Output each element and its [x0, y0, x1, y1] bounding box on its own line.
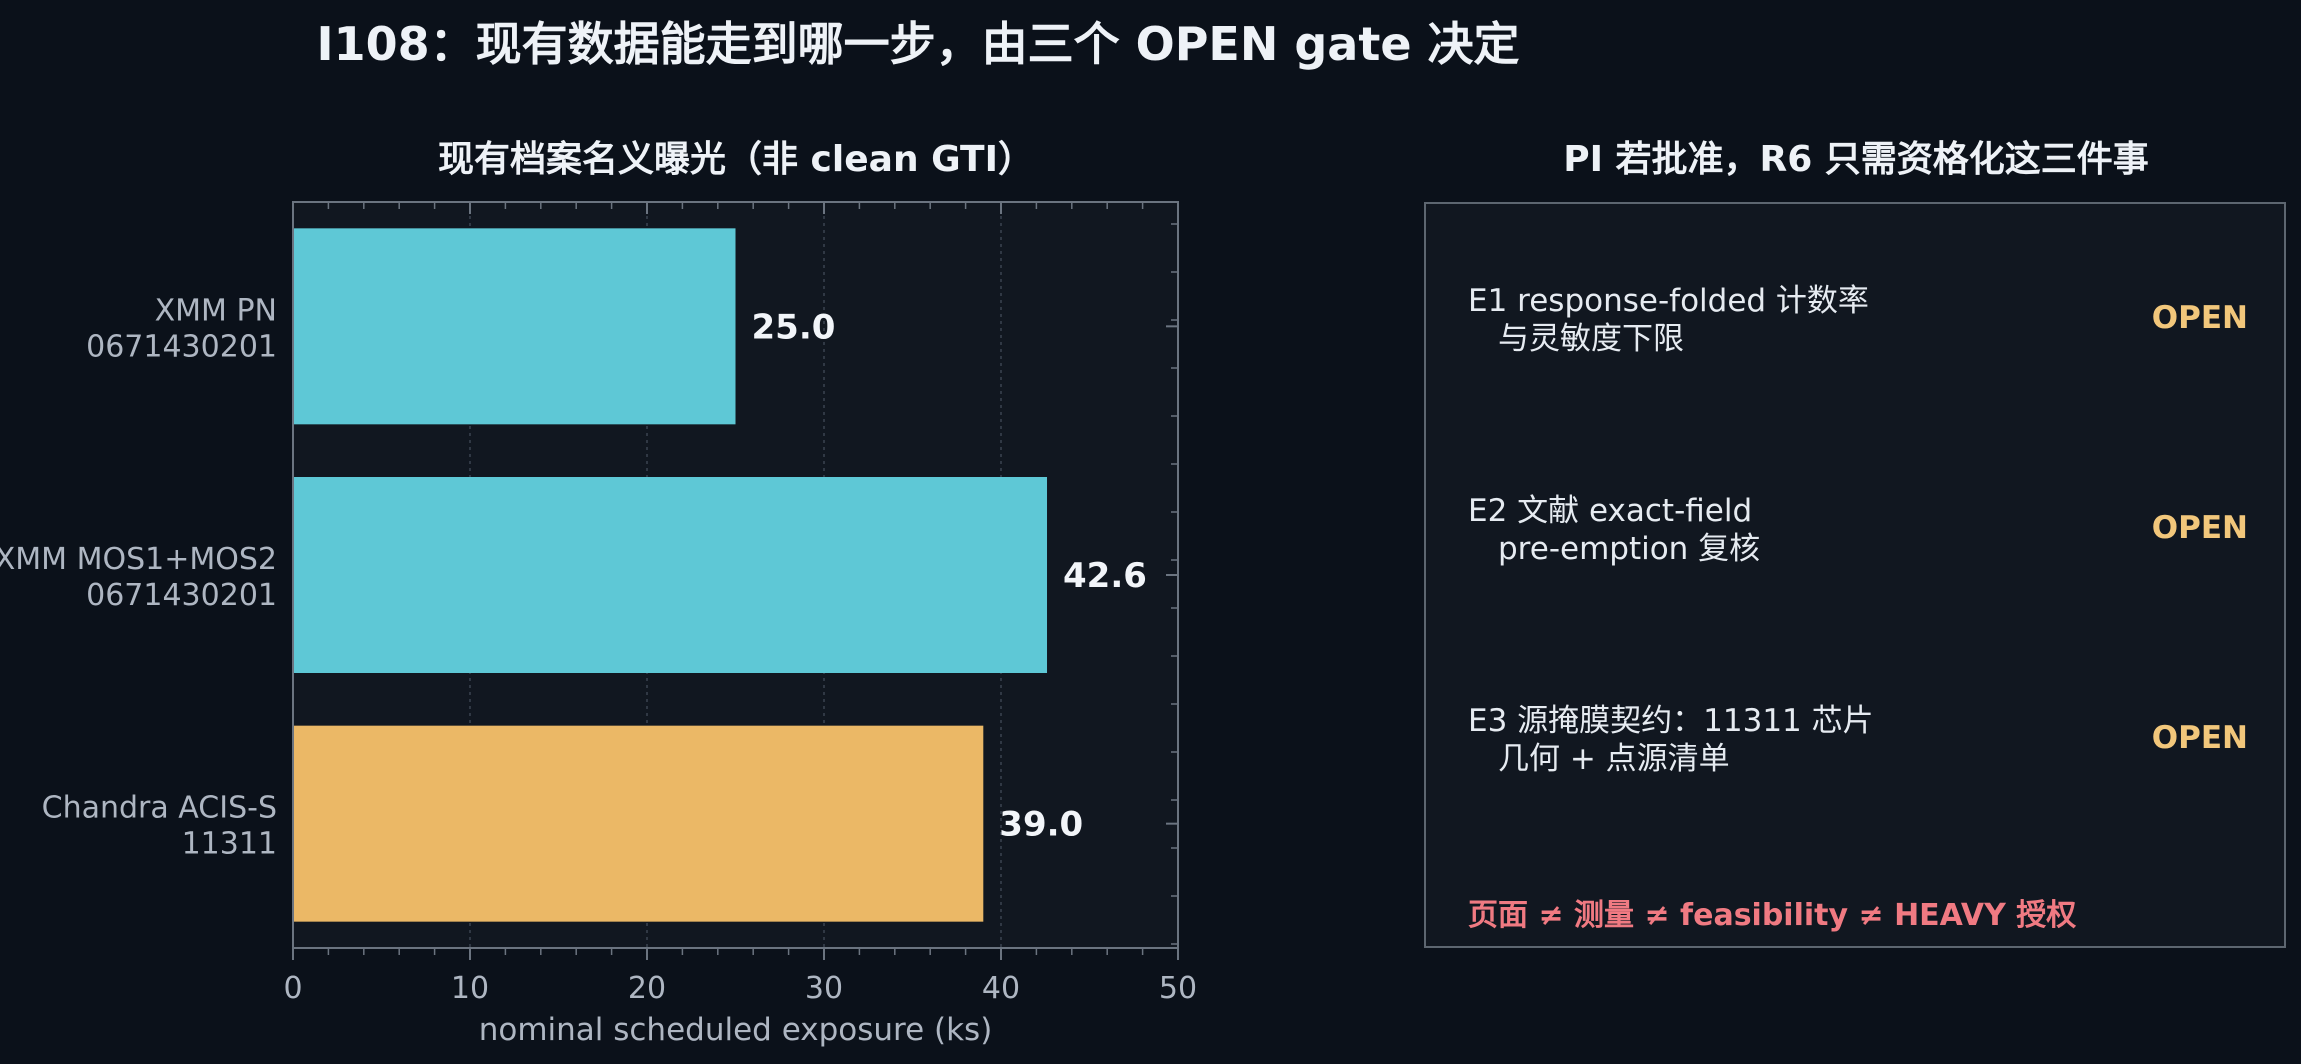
gate-e3-status-badge: OPEN	[2151, 720, 2248, 756]
gate-e1-line2: 与灵敏度下限	[1498, 321, 1684, 357]
bar-0	[293, 228, 736, 425]
x-axis-label: nominal scheduled exposure (ks)	[479, 1012, 993, 1048]
gate-e2-line2: pre-emption 复核	[1498, 531, 1761, 567]
gate-e2-status-badge: OPEN	[2151, 510, 2248, 546]
gate-e1-line1: E1 response-folded 计数率	[1468, 283, 1869, 319]
gate-e3: E3 源掩膜契约：11311 芯片 几何 + 点源清单 OPEN	[1468, 702, 2248, 778]
gate-e2: E2 文献 exact-field pre-emption 复核 OPEN	[1468, 492, 2248, 568]
x-tick-label-1: 10	[451, 971, 489, 1006]
gate-e1: E1 response-folded 计数率 与灵敏度下限 OPEN	[1468, 282, 2248, 358]
gate-e1-status-badge: OPEN	[2151, 300, 2248, 336]
main-title: I108：现有数据能走到哪一步，由三个 OPEN gate 决定	[316, 17, 1520, 71]
bar-value-label-1: 42.6	[1063, 556, 1147, 596]
y-tick-label-0: XMM PN 0671430201	[86, 293, 277, 364]
gate-e3-line1: E3 源掩膜契约：11311 芯片	[1468, 703, 1874, 739]
bar-value-label-2: 39.0	[999, 805, 1083, 845]
bar-2	[293, 725, 984, 922]
x-tick-label-5: 50	[1159, 971, 1197, 1006]
chart-title: 现有档案名义曝光（非 clean GTI）	[438, 139, 1034, 180]
gates-panel: E1 response-folded 计数率 与灵敏度下限 OPEN E2 文献…	[1424, 202, 2286, 948]
bar-value-label-0: 25.0	[752, 307, 836, 347]
bar-1	[293, 477, 1048, 673]
x-tick-label-0: 0	[283, 971, 302, 1006]
plot-frame	[292, 201, 1179, 949]
x-tick-label-2: 20	[628, 971, 666, 1006]
gate-e2-line1: E2 文献 exact-field	[1468, 493, 1753, 529]
y-tick-label-2: Chandra ACIS-S 11311	[42, 791, 277, 862]
exposure-bar-chart: 25.0 XMM PN 0671430201 42.6 XMM MOS1+MOS2 067…	[0, 201, 1197, 1048]
panel-title: PI 若批准，R6 只需资格化这三件事	[1563, 139, 2149, 180]
y-tick-label-1: XMM MOS1+MOS2 0671430201	[0, 542, 277, 613]
panel-footer-note: 页面 ≠ 测量 ≠ feasibility ≠ HEAVY 授权	[1468, 898, 2077, 933]
gate-e3-line2: 几何 + 点源清单	[1498, 741, 1730, 777]
x-tick-label-4: 40	[982, 971, 1020, 1006]
x-tick-label-3: 30	[805, 971, 843, 1006]
